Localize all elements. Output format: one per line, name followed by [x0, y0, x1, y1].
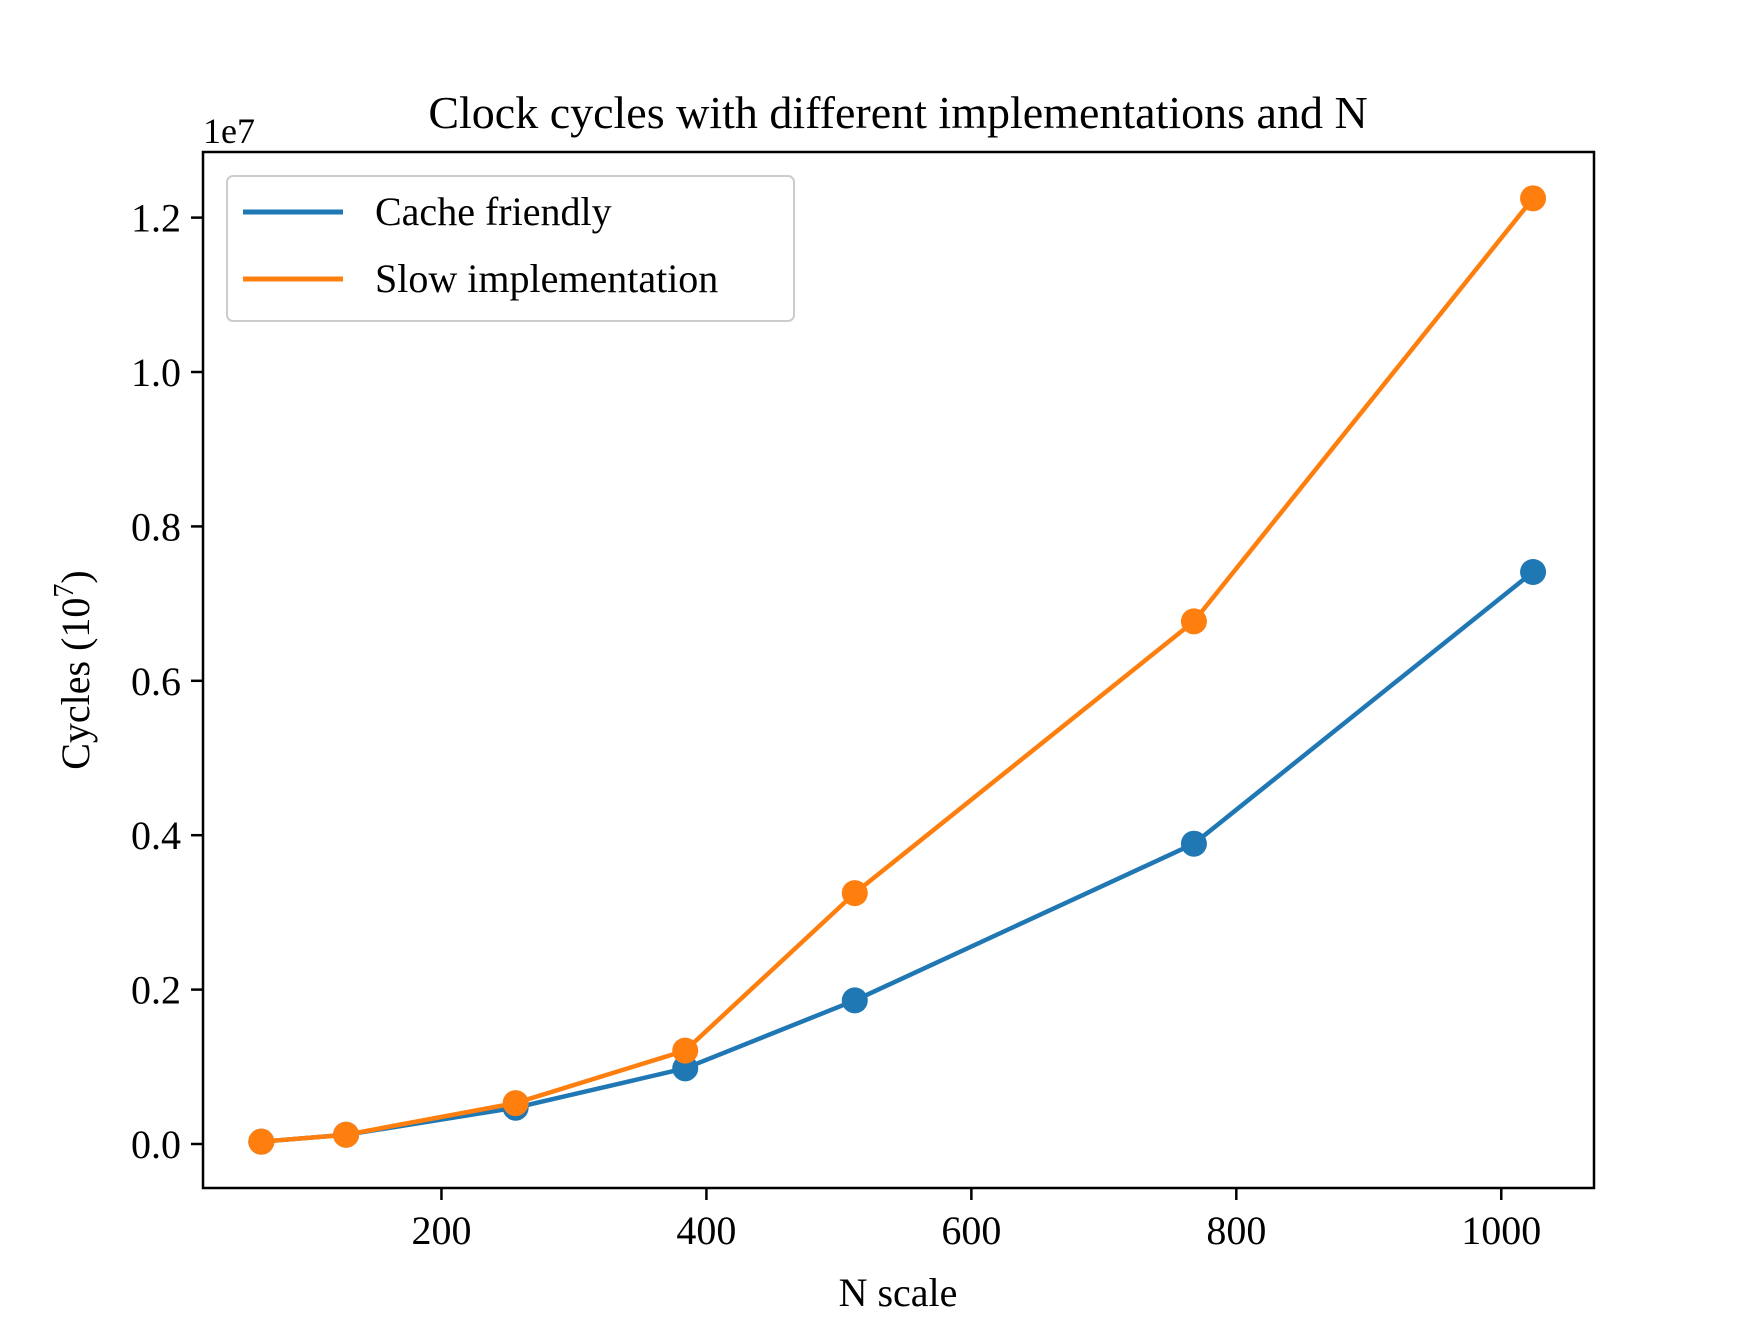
- data-point-slow-implementation: [841, 880, 868, 907]
- y-tick-label: 1.2: [131, 196, 181, 241]
- y-tick-label: 0.0: [131, 1122, 181, 1167]
- data-point-slow-implementation: [502, 1090, 529, 1117]
- legend: Cache friendly Slow implementation: [226, 175, 795, 322]
- x-tick-label: 800: [1206, 1208, 1266, 1253]
- legend-label-cache-friendly: Cache friendly: [375, 189, 612, 234]
- x-axis-label: N scale: [839, 1270, 958, 1315]
- y-axis-label: Cycles (107): [49, 570, 98, 770]
- data-point-slow-implementation: [1180, 608, 1207, 635]
- y-tick-label: 0.4: [131, 813, 181, 858]
- x-tick-label: 600: [941, 1208, 1001, 1253]
- y-tick-label: 0.8: [131, 504, 181, 549]
- x-tick-label: 1000: [1461, 1208, 1541, 1253]
- x-axis-ticks: 200 400 600 800 1000: [411, 1188, 1541, 1253]
- data-point-cache-friendly: [1180, 830, 1207, 857]
- data-point-slow-implementation: [248, 1128, 275, 1155]
- plot-frame: [201, 150, 1596, 1190]
- data-point-cache-friendly: [841, 987, 868, 1014]
- x-tick-label: 200: [411, 1208, 471, 1253]
- y-tick-label: 0.2: [131, 968, 181, 1013]
- series-layer: [248, 185, 1547, 1155]
- y-tick-label: 1.0: [131, 350, 181, 395]
- data-point-slow-implementation: [672, 1037, 699, 1064]
- series-line-slow-implementation: [259, 196, 1536, 1144]
- y-axis-label-close: ): [53, 570, 98, 583]
- data-point-slow-implementation: [1520, 185, 1547, 212]
- data-point-cache-friendly: [1520, 558, 1547, 585]
- y-axis-label-text: Cycles (10: [53, 598, 98, 770]
- y-tick-label: 0.6: [131, 659, 181, 704]
- y-axis-ticks: 0.0 0.2 0.4 0.6 0.8 1.0 1.2: [131, 196, 203, 1167]
- y-offset-text: 1e7: [203, 111, 255, 151]
- legend-label-slow-implementation: Slow implementation: [375, 256, 718, 301]
- y-axis-label-exponent: 7: [49, 584, 80, 598]
- chart-title: Clock cycles with different implementati…: [428, 87, 1367, 138]
- x-tick-label: 400: [676, 1208, 736, 1253]
- data-point-slow-implementation: [333, 1121, 360, 1148]
- legend-box: [226, 175, 795, 322]
